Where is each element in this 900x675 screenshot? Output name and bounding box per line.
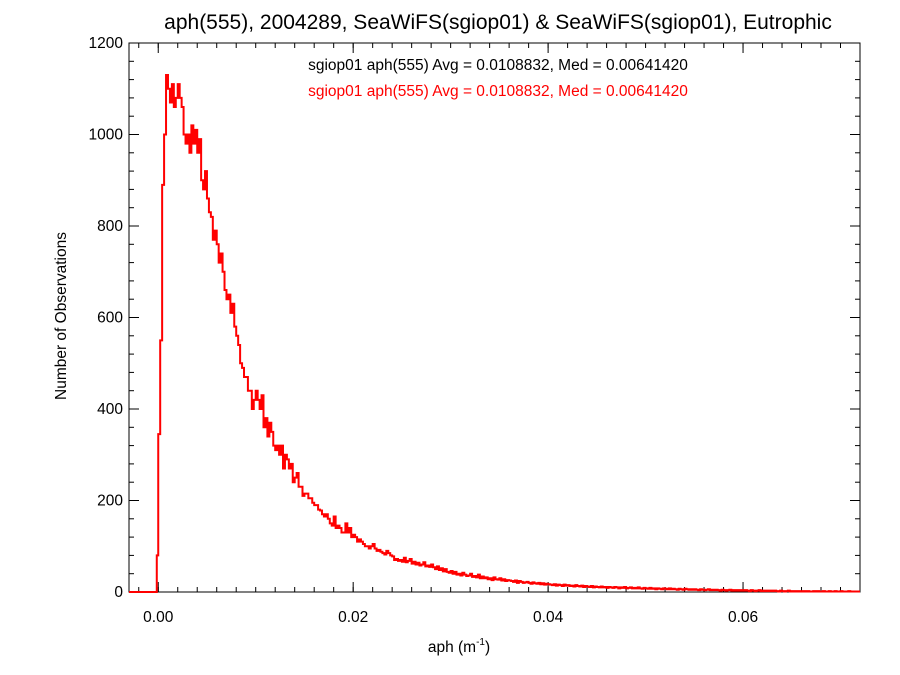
- chart-title: aph(555), 2004289, SeaWiFS(sgiop01) & Se…: [164, 11, 832, 34]
- x-tick-label: 0.00: [143, 609, 174, 626]
- y-tick-label: 1000: [89, 127, 124, 144]
- x-axis-label-main: aph (m: [428, 639, 476, 656]
- axes: 0.00 0.02 0.04 0.06 0 200 400 600 800 1000 1200: [89, 35, 861, 626]
- y-tick-label: 400: [97, 401, 123, 418]
- histogram-series-0: [129, 74, 860, 593]
- x-tick-label: 0.04: [533, 609, 564, 626]
- x-axis-label-superscript: -1: [476, 637, 485, 648]
- y-axis-label: Number of Observations: [53, 232, 70, 400]
- y-tick-label: 1200: [89, 35, 124, 52]
- annotation-black: sgiop01 aph(555) Avg = 0.0108832, Med = …: [308, 57, 688, 74]
- series-group: [129, 74, 860, 593]
- x-tick-label: 0.06: [728, 609, 758, 626]
- y-tick-label: 200: [97, 493, 123, 510]
- y-tick-label: 600: [97, 310, 123, 327]
- x-axis-label-close: ): [485, 639, 490, 656]
- y-tick-label: 0: [114, 584, 123, 601]
- x-axis-label: aph (m-1): [428, 637, 490, 656]
- y-tick-label: 800: [97, 218, 123, 235]
- annotation-red: sgiop01 aph(555) Avg = 0.0108832, Med = …: [308, 83, 688, 100]
- x-tick-label: 0.02: [338, 609, 368, 626]
